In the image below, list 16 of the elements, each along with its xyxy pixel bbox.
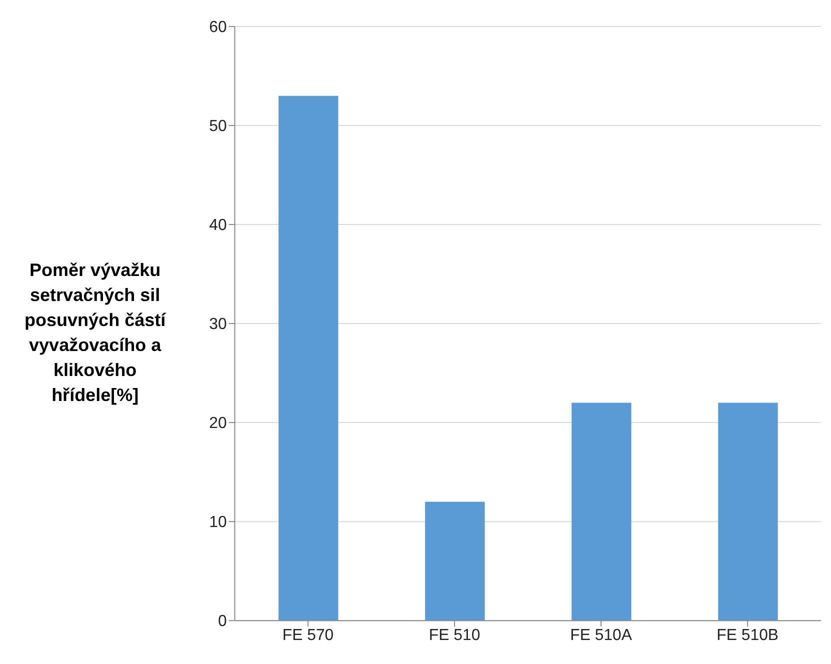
y-tick-label: 0 (218, 613, 228, 630)
y-tick-label: 50 (209, 118, 228, 136)
y-tick-label: 60 (209, 19, 228, 36)
x-tick-label: FE 510A (570, 626, 633, 644)
bar (425, 502, 485, 621)
bar (278, 96, 338, 621)
y-tick-label: 30 (209, 316, 228, 334)
y-tick-label: 20 (209, 415, 228, 432)
bar (718, 402, 778, 621)
y-axis-title: Poměr vývažku setrvačných sil posuvných částí vyvažovacího a klikového hřídele[%] (24, 259, 167, 407)
x-tick-label: FE 570 (282, 626, 334, 644)
x-tick-label: FE 510 (429, 626, 480, 644)
y-tick-label: 10 (209, 514, 228, 532)
x-tick-label: FE 510B (716, 626, 779, 644)
bar (572, 402, 632, 621)
y-tick-label: 40 (209, 217, 228, 234)
